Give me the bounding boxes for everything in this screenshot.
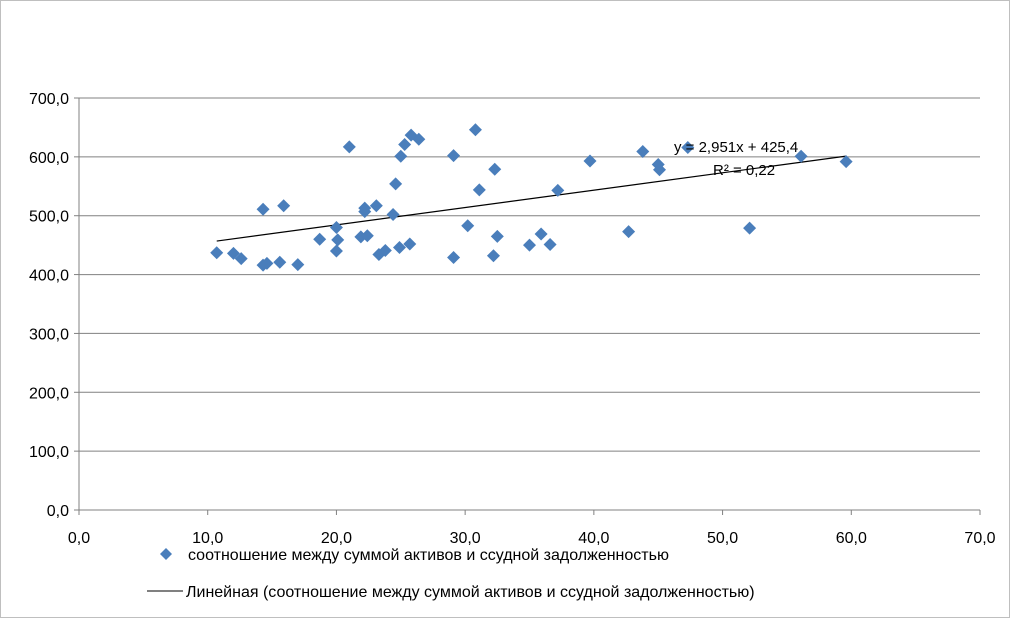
data-point xyxy=(256,202,270,216)
data-point xyxy=(461,219,475,233)
r-squared-label: R² = 0,22 xyxy=(713,162,775,179)
axes xyxy=(74,97,981,515)
data-point xyxy=(447,251,461,265)
data-point xyxy=(681,140,695,154)
data-point xyxy=(386,208,400,222)
data-point xyxy=(329,220,343,234)
data-point xyxy=(273,255,287,269)
y-tick-label: 0,0 xyxy=(47,503,69,520)
data-point xyxy=(468,123,482,137)
y-tick-label: 700,0 xyxy=(29,91,69,108)
data-point xyxy=(398,137,412,151)
tick-labels: 0,0 100,0 200,0 300,0 400,0 500,0 600,0 700,0 0,… xyxy=(29,91,996,547)
x-tick-label: 0,0 xyxy=(68,530,90,547)
trendline-equation: y = 2,951x + 425,4 xyxy=(674,139,798,156)
data-point xyxy=(543,238,557,252)
legend-item-trendline: Линейная (соотношение между суммой актив… xyxy=(147,584,755,601)
x-tick-label: 20,0 xyxy=(321,530,352,547)
data-point xyxy=(291,258,305,272)
data-point xyxy=(389,177,403,191)
x-tick-label: 60,0 xyxy=(836,530,867,547)
data-point xyxy=(534,227,548,241)
data-point xyxy=(360,229,374,243)
data-point xyxy=(392,240,406,254)
y-tick-label: 400,0 xyxy=(29,268,69,285)
y-tick-label: 500,0 xyxy=(29,209,69,226)
data-points xyxy=(210,123,853,272)
x-tick-label: 70,0 xyxy=(964,530,995,547)
trendline-layer xyxy=(216,155,847,242)
data-point xyxy=(472,183,486,197)
data-point xyxy=(260,256,274,270)
data-point xyxy=(369,199,383,213)
data-point xyxy=(378,243,392,257)
data-point xyxy=(636,145,650,159)
data-point xyxy=(794,149,808,163)
x-tick-label: 30,0 xyxy=(450,530,481,547)
data-point xyxy=(490,229,504,243)
data-point xyxy=(523,238,536,252)
gridlines xyxy=(79,97,980,452)
legend-item-scatter: соотношение между суммой активов и ссудн… xyxy=(160,547,669,564)
data-point xyxy=(488,162,502,176)
data-point xyxy=(342,140,356,154)
data-point xyxy=(412,132,426,146)
x-tick-label: 40,0 xyxy=(578,530,609,547)
data-point xyxy=(210,246,224,260)
legend-label-scatter: соотношение между суммой активов и ссудн… xyxy=(188,547,669,564)
y-tick-label: 200,0 xyxy=(29,385,69,402)
data-point xyxy=(226,246,240,260)
y-tick-label: 600,0 xyxy=(29,150,69,167)
data-point xyxy=(486,249,500,263)
data-point xyxy=(394,149,408,163)
y-tick-label: 100,0 xyxy=(29,444,69,461)
data-point xyxy=(622,225,636,239)
data-point xyxy=(403,237,417,251)
data-point xyxy=(358,205,372,219)
legend-label-trendline: Линейная (соотношение между суммой актив… xyxy=(186,584,755,601)
data-point xyxy=(313,232,327,246)
data-point xyxy=(329,244,343,258)
data-point xyxy=(447,149,461,163)
data-point xyxy=(743,221,757,235)
data-point xyxy=(653,163,667,177)
legend-diamond-marker xyxy=(160,548,172,560)
data-point xyxy=(234,252,248,266)
data-point xyxy=(277,199,291,213)
data-point xyxy=(551,183,565,197)
x-tick-label: 10,0 xyxy=(192,530,223,547)
data-point xyxy=(839,155,853,169)
data-point xyxy=(583,154,597,168)
legend: соотношение между суммой активов и ссудн… xyxy=(147,547,755,601)
y-tick-label: 300,0 xyxy=(29,326,69,343)
trendline xyxy=(216,155,847,242)
x-tick-label: 50,0 xyxy=(707,530,738,547)
data-point xyxy=(331,233,345,247)
